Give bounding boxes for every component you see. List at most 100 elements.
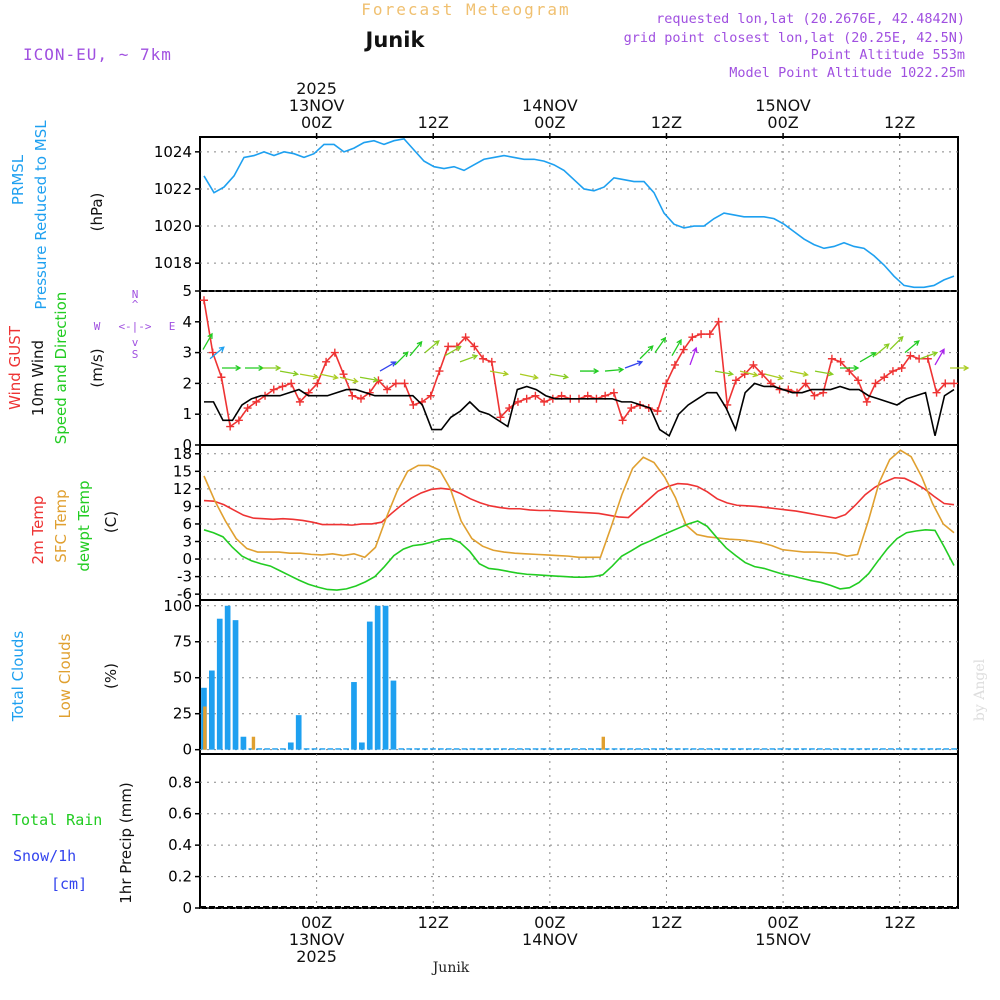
time-label-bottom: 12Z <box>651 913 682 932</box>
total-cloud-bar <box>722 748 728 750</box>
wind-ylabel: Wind GUST 10m Wind Speed and Direction (… <box>6 292 106 445</box>
y-tick-label: 0 <box>182 741 192 759</box>
total-cloud-bar <box>532 748 539 750</box>
y-tick-label: 5 <box>182 282 192 300</box>
svg-text:13NOV: 13NOV <box>289 930 345 949</box>
total-cloud-bar <box>714 748 721 750</box>
total-cloud-bar <box>864 748 871 750</box>
gust-marker <box>322 357 331 366</box>
credit-watermark: by Angel <box>972 658 988 721</box>
svg-text:Total Clouds: Total Clouds <box>9 631 27 723</box>
total-cloud-bar <box>461 748 468 750</box>
y-tick-label: 2 <box>182 374 192 392</box>
gust-marker <box>444 342 453 351</box>
wind-arrow <box>934 348 945 366</box>
svg-text:(%): (%) <box>102 663 120 689</box>
gust-marker <box>810 391 819 400</box>
wind-arrow <box>789 370 809 377</box>
gridpoint-coords: grid point closest lon,lat (20.25E, 42.5… <box>624 30 965 46</box>
total-cloud-bar <box>430 748 436 750</box>
wind-arrow <box>671 338 682 357</box>
total-cloud-bar <box>366 621 373 750</box>
y-tick-label: 1024 <box>154 143 192 161</box>
y-tick-label: 18 <box>173 445 192 463</box>
svg-text:Wind GUST: Wind GUST <box>6 325 24 410</box>
dewpt-temp-line <box>203 520 955 591</box>
total-cloud-bar <box>564 748 570 750</box>
y-tick-label: 1018 <box>154 254 192 272</box>
total-cloud-bar <box>927 748 934 750</box>
total-cloud-bar <box>209 670 215 750</box>
wind-arrow <box>319 373 339 380</box>
svg-text:12Z: 12Z <box>884 113 915 132</box>
gust-marker <box>531 391 540 400</box>
wind-arrow <box>580 368 600 375</box>
clouds-panel: 0 25 50 75 100 <box>163 597 959 759</box>
total-cloud-bar <box>753 748 760 750</box>
gust-marker <box>348 391 357 400</box>
gust-marker <box>234 416 243 425</box>
gust-marker <box>287 379 296 388</box>
footer-location: Junik <box>431 960 470 976</box>
total-cloud-bar <box>903 748 910 750</box>
y-tick-label: 0 <box>182 899 192 917</box>
total-cloud-bar <box>595 748 602 750</box>
prmsl-line <box>203 137 955 289</box>
wind-arrow <box>299 373 320 380</box>
svg-text:SFC Temp: SFC Temp <box>52 489 70 562</box>
gust-marker <box>836 357 845 366</box>
total-cloud-bar <box>627 748 634 750</box>
2m-temp-line <box>203 476 955 526</box>
model-altitude: Model Point Altitude 1022.25m <box>729 65 965 81</box>
gust-marker <box>409 400 418 409</box>
y-tick-label: 3 <box>182 533 192 551</box>
gust-marker <box>906 351 915 360</box>
total-cloud-bar <box>888 748 894 750</box>
y-tick-label: 75 <box>173 633 192 651</box>
svg-text:2025: 2025 <box>296 79 337 98</box>
gust-marker <box>662 379 671 388</box>
wind-arrow <box>339 376 359 384</box>
total-cloud-bar <box>698 748 705 750</box>
gust-marker <box>487 357 496 366</box>
y-tick-label: 0 <box>182 550 192 568</box>
gust-marker <box>217 373 226 382</box>
total-cloud-bar <box>824 748 831 750</box>
total-cloud-bar <box>359 742 365 750</box>
wind-arrow <box>262 365 282 371</box>
total-cloud-bar <box>816 748 823 750</box>
svg-text:Pressure Reduced to MSL: Pressure Reduced to MSL <box>32 120 50 310</box>
gust-marker <box>679 345 688 354</box>
gust-marker <box>941 379 950 388</box>
svg-text:^: ^ <box>132 298 139 311</box>
total-cloud-bar <box>880 748 886 750</box>
svg-text:00Z: 00Z <box>534 913 565 932</box>
clouds-frame <box>199 599 959 755</box>
time-label-top: 12Z <box>651 113 682 132</box>
svg-text:14NOV: 14NOV <box>522 96 578 115</box>
total-cloud-bar <box>872 748 878 750</box>
svg-text:Total Rain: Total Rain <box>12 811 102 829</box>
gust-marker <box>540 397 549 406</box>
y-tick-label: 6 <box>182 515 192 533</box>
total-cloud-bar <box>445 748 452 750</box>
svg-text:00Z: 00Z <box>301 913 332 932</box>
wind-arrow <box>245 365 265 371</box>
total-cloud-bar <box>635 748 642 750</box>
wind-arrow <box>379 361 397 372</box>
y-tick-label: 9 <box>182 497 192 515</box>
total-cloud-bar <box>232 620 239 750</box>
total-cloud-bar <box>659 748 665 750</box>
total-cloud-bar <box>477 748 484 750</box>
y-tick-label: -3 <box>177 568 192 586</box>
total-cloud-bar <box>730 748 736 750</box>
total-cloud-bar <box>469 748 476 750</box>
y-tick-label: 15 <box>173 462 192 480</box>
total-cloud-bar <box>761 748 768 750</box>
time-label-bottom: 12Z <box>884 913 915 932</box>
gust-marker <box>426 391 435 400</box>
total-cloud-bar <box>516 748 523 750</box>
